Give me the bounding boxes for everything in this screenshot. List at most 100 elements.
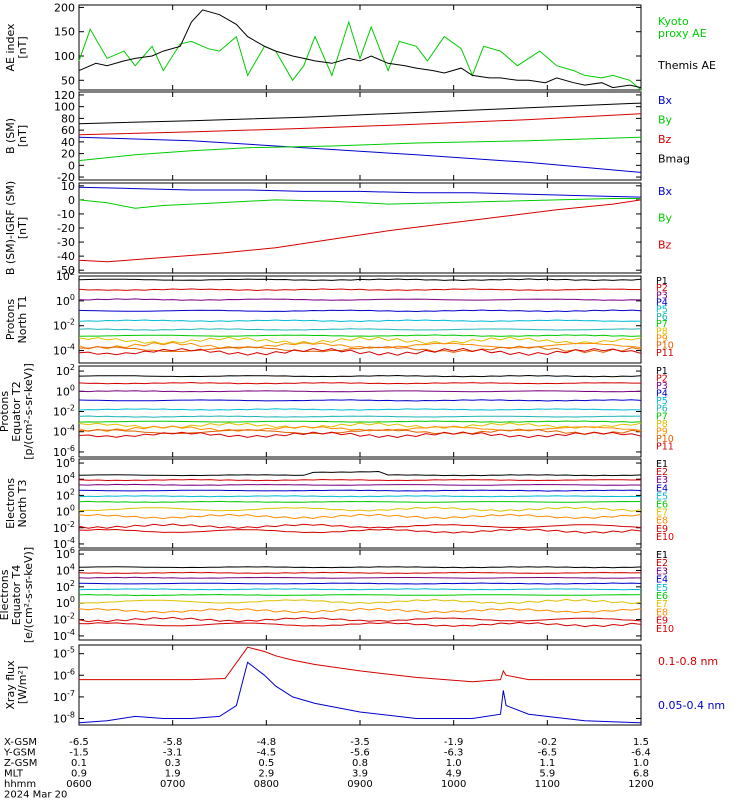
y-tick-label-bsm: 20 — [61, 148, 75, 161]
y-axis-label-bigrf: B (SM)-IGRF (SM) — [4, 181, 17, 275]
ephemeris-value: -3.5 — [350, 737, 370, 748]
y-tick-label-bsm: 40 — [61, 136, 75, 149]
y-tick-label-bsm: 120 — [54, 89, 75, 102]
legend-label-e2: E2 — [656, 558, 668, 569]
series-line-p2 — [78, 288, 642, 292]
legend-label-bsm: Bz — [658, 133, 672, 146]
legend-label-bsm: Bmag — [658, 153, 690, 166]
legend-label-e8: E8 — [656, 607, 668, 618]
ephemeris-row-label: 2024 Mar 20 — [4, 790, 67, 800]
ephemeris-value: -1.9 — [444, 737, 464, 748]
series-line-bx — [78, 136, 642, 173]
legend-label-e3: E3 — [656, 475, 668, 486]
y-tick-label-bigrf: 10 — [61, 180, 75, 193]
ephemeris-row-label: X-GSM — [4, 737, 37, 748]
series-line-p7 — [78, 420, 642, 423]
legend-label-e4: E4 — [656, 575, 668, 586]
legend-label-p1: P1 — [656, 366, 668, 377]
y-tick-label-ee4: 106 — [56, 546, 75, 561]
series-line-p2 — [78, 381, 641, 385]
y-tick-label-xray: 10-8 — [53, 711, 75, 726]
y-axis-label-pe2: [p/(cm²-s-sr-keV)] — [22, 363, 35, 460]
series-line-e7 — [78, 598, 642, 605]
y-tick-label-xray: 10-5 — [53, 646, 75, 661]
y-tick-label-xray: 10-6 — [53, 667, 75, 682]
series-line-p11 — [78, 431, 642, 439]
series-line-e10 — [78, 528, 642, 534]
legend-label-p6: P6 — [656, 404, 668, 415]
y-tick-label-ee4: 104 — [56, 562, 75, 577]
ephemeris-value: 0900 — [347, 779, 372, 790]
legend-label-p4: P4 — [656, 389, 668, 400]
series-line-bz — [78, 199, 642, 263]
ephemeris-value: -3.1 — [163, 748, 183, 759]
legend-label-e9: E9 — [656, 616, 668, 627]
legend-label-ae: Themis AE — [657, 59, 716, 72]
ephemeris-value: 1000 — [441, 779, 466, 790]
series-line-p4 — [78, 309, 642, 313]
legend-label-bigrf: Bz — [658, 238, 672, 251]
ephemeris-value: 1200 — [628, 779, 653, 790]
panel-frame-en3 — [78, 458, 642, 549]
y-axis-label-xray: [W/m²] — [16, 666, 29, 704]
ephemeris-value: 0700 — [160, 779, 185, 790]
legend-label-e10: E10 — [656, 532, 674, 543]
legend-label-p11: P11 — [656, 348, 674, 359]
series-line-by — [78, 198, 641, 209]
legend-label-xray: 0.05-0.4 nm — [658, 699, 725, 712]
series-line-by — [78, 136, 642, 162]
ephemeris-value: 3.9 — [352, 769, 368, 780]
series-line-p6 — [78, 328, 642, 331]
y-tick-label-en3: 104 — [56, 471, 75, 486]
y-axis-label-ee4: [e/(cm²-s-sr-keV)] — [22, 547, 35, 643]
ephemeris-value: -6.3 — [444, 748, 464, 759]
ephemeris-value: -6.4 — [631, 748, 651, 759]
legend-label-p3: P3 — [656, 381, 668, 392]
series-line-e9 — [78, 616, 642, 623]
y-tick-label-ee4: 10-2 — [53, 612, 75, 627]
ephemeris-value: 0.1 — [71, 758, 87, 769]
ephemeris-value: 1100 — [535, 779, 560, 790]
y-tick-label-pe2: 10-4 — [53, 424, 75, 439]
y-tick-label-en3: 100 — [56, 504, 75, 519]
legend-label-bsm: Bx — [658, 94, 673, 107]
ephemeris-row-label: hhmm — [4, 779, 36, 790]
panel-frame-pe2 — [78, 365, 642, 458]
ephemeris-value: 1.0 — [446, 758, 462, 769]
y-tick-label-pe2: 102 — [56, 363, 75, 378]
ephemeris-value: -0.2 — [538, 737, 558, 748]
y-tick-label-bsm: 60 — [61, 124, 75, 137]
legend-label-p2: P2 — [656, 374, 668, 385]
legend-label-p11: P11 — [656, 441, 674, 452]
y-tick-label-pe2: 10-2 — [53, 404, 75, 419]
y-tick-label-en3: 102 — [56, 487, 75, 502]
y-tick-label-pn1: 10-2 — [53, 318, 75, 333]
ephemeris-value: -5.6 — [350, 748, 370, 759]
legend-label-p6: P6 — [656, 312, 668, 323]
legend-label-e4: E4 — [656, 483, 668, 494]
ephemeris-row-label: Z-GSM — [4, 758, 37, 769]
series-line-kyoto-proxy-ae — [78, 20, 642, 91]
ephemeris-value: 1.0 — [633, 758, 649, 769]
y-axis-label-ee4: Electrons — [0, 569, 11, 620]
ephemeris-value: -4.5 — [257, 748, 277, 759]
series-line-e2 — [78, 478, 642, 482]
series-line-p1 — [78, 374, 642, 378]
legend-label-bsm: By — [658, 114, 673, 127]
panel-frame-ae — [78, 4, 642, 91]
legend-label-p4: P4 — [656, 298, 668, 309]
series-line-p6 — [78, 415, 642, 418]
legend-label-e3: E3 — [656, 566, 668, 577]
legend-label-p5: P5 — [656, 396, 668, 407]
y-axis-label-ee4: Equator T4 — [10, 565, 23, 625]
ephemeris-value: -6.5 — [69, 737, 89, 748]
ephemeris-value: 0.8 — [352, 758, 368, 769]
legend-label-e6: E6 — [656, 500, 668, 511]
y-axis-label-bigrf: [nT] — [16, 217, 29, 239]
series-line-p8 — [78, 336, 642, 345]
y-tick-label-bsm: 80 — [61, 112, 75, 125]
series-line-e3 — [78, 483, 642, 486]
y-axis-label-bsm: B (SM) — [4, 118, 17, 154]
y-axis-label-pe2: Equator T2 — [10, 381, 23, 441]
series-line-p10 — [78, 428, 642, 435]
